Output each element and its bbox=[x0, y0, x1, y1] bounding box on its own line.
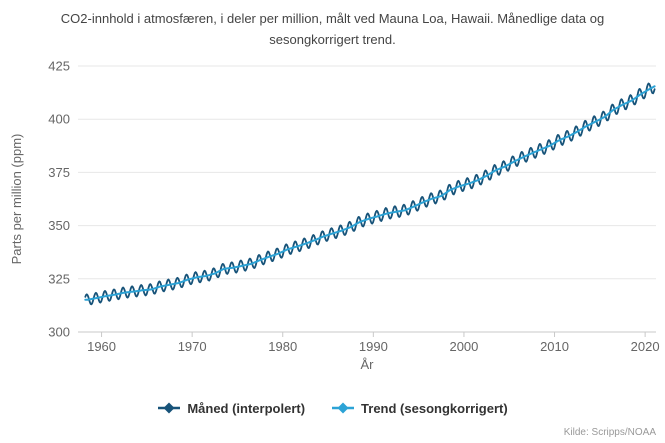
legend-item-month[interactable]: Måned (interpolert) bbox=[157, 401, 305, 416]
month-series-marker-icon bbox=[158, 402, 181, 414]
legend-label-month: Måned (interpolert) bbox=[187, 400, 306, 416]
x-tick-label: 2010 bbox=[540, 339, 569, 354]
y-axis-title: Parts per million (ppm) bbox=[9, 134, 24, 265]
source-credit: Kilde: Scripps/NOAA bbox=[563, 427, 656, 438]
y-tick-label: 400 bbox=[48, 112, 70, 127]
trend-series-marker-icon bbox=[332, 402, 355, 414]
y-tick-label: 375 bbox=[48, 165, 70, 180]
x-tick-label: 1990 bbox=[359, 339, 388, 354]
y-tick-label: 350 bbox=[48, 218, 70, 233]
series-trend-line[interactable] bbox=[84, 85, 656, 301]
legend-item-trend[interactable]: Trend (sesongkorrigert) bbox=[331, 401, 508, 416]
plot-area: 300 325 350 375 400 425 1960 1970 1980 1990 2000 20… bbox=[9, 59, 660, 373]
series-month-line[interactable] bbox=[84, 82, 656, 306]
y-tick-label: 325 bbox=[48, 271, 70, 286]
y-tick-label: 425 bbox=[48, 59, 70, 74]
x-tick-label: 2000 bbox=[449, 339, 478, 354]
x-tick-label: 2020 bbox=[631, 339, 660, 354]
legend-label-trend: Trend (sesongkorrigert) bbox=[361, 400, 508, 416]
y-tick-label: 300 bbox=[48, 325, 70, 340]
x-tick-label: 1980 bbox=[268, 339, 297, 354]
x-axis-title: År bbox=[361, 357, 375, 372]
legend: Måned (interpolert) Trend (sesongkorrige… bbox=[0, 397, 665, 419]
chart-title: CO2-innhold i atmosfæren, i deler per mi… bbox=[60, 11, 605, 47]
x-tick-label: 1970 bbox=[178, 339, 207, 354]
x-tick-label: 1960 bbox=[87, 339, 116, 354]
